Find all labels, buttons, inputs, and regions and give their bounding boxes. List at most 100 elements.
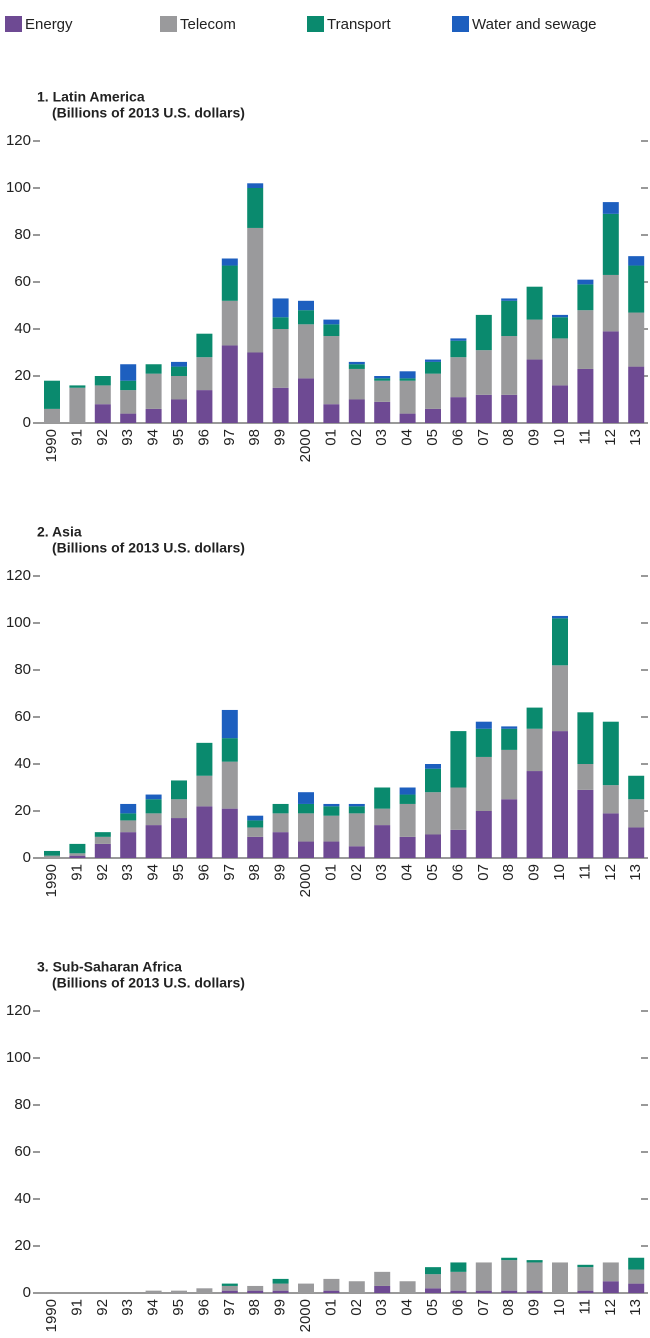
bar-segment: [577, 789, 594, 858]
x-tick-label: 08: [500, 864, 517, 881]
bar-segment: [399, 1281, 416, 1293]
x-tick-label: 96: [195, 864, 212, 881]
bar-segment: [450, 731, 467, 788]
bar-segment: [501, 1290, 518, 1293]
bar-segment: [552, 665, 568, 732]
bar-segment: [374, 787, 391, 809]
bar-segment: [501, 726, 518, 729]
bar-segment: [450, 340, 467, 358]
bar-segment: [628, 1283, 645, 1293]
legend-swatch: [452, 16, 469, 32]
bar-segment: [450, 787, 467, 830]
x-tick-label: 01: [322, 1299, 339, 1316]
y-tick-label: 100: [6, 1049, 31, 1066]
bar-segment: [272, 1283, 289, 1291]
x-tick-label: 11: [576, 429, 593, 445]
bar-segment: [475, 1262, 492, 1291]
y-tick-label: 80: [14, 661, 31, 678]
bar-segment: [577, 1267, 594, 1291]
bar-segment: [221, 738, 238, 762]
bar-segment: [94, 404, 111, 423]
bar-segment: [44, 855, 60, 858]
bar-segment: [171, 376, 187, 400]
bar-segment: [272, 317, 289, 329]
bar-segment: [552, 338, 568, 386]
x-tick-label: 92: [94, 429, 111, 446]
x-tick-label: 1990: [43, 429, 60, 462]
y-tick-label: 100: [6, 614, 31, 631]
x-tick-label: 07: [475, 864, 492, 881]
x-tick-label: 03: [373, 429, 390, 446]
bar-segment: [247, 820, 264, 828]
bar-segment: [298, 792, 314, 804]
bar-segment: [196, 390, 213, 423]
y-tick-label: 0: [23, 1284, 31, 1301]
bar-segment: [425, 792, 441, 835]
y-tick-label: 120: [6, 567, 31, 584]
y-tick-label: 80: [14, 1096, 31, 1113]
bar-segment: [374, 825, 391, 858]
bar-segment: [120, 413, 137, 423]
x-tick-label: 02: [348, 429, 365, 446]
bar-segment: [94, 832, 111, 837]
bar-segment: [501, 1260, 518, 1291]
bar-segment: [221, 1290, 238, 1293]
x-tick-label: 97: [221, 1299, 238, 1316]
bar-segment: [374, 1285, 391, 1293]
legend-swatch: [5, 16, 22, 32]
x-tick-label: 93: [119, 1299, 136, 1316]
x-tick-label: 12: [602, 864, 619, 881]
x-tick-label: 99: [272, 1299, 289, 1316]
bar-segment: [221, 1283, 238, 1286]
bar-segment: [501, 728, 518, 750]
bar-segment: [628, 312, 645, 367]
x-tick-label: 11: [576, 1299, 593, 1315]
x-tick-label: 04: [399, 429, 416, 446]
bar-segment: [577, 368, 594, 423]
bar-segment: [552, 385, 568, 423]
x-tick-label: 91: [68, 864, 85, 881]
y-tick-label: 60: [14, 708, 31, 725]
y-tick-label: 40: [14, 1190, 31, 1207]
bar-segment: [221, 258, 238, 266]
bar-segment: [348, 364, 365, 369]
x-tick-label: 07: [475, 429, 492, 446]
bar-segment: [602, 1281, 619, 1293]
x-tick-label: 01: [322, 864, 339, 881]
bar-segment: [501, 749, 518, 800]
y-tick-label: 20: [14, 1237, 31, 1254]
bar-segment: [628, 827, 645, 858]
bar-segment: [526, 286, 543, 320]
bar-segment: [171, 366, 187, 376]
bar-segment: [298, 378, 314, 423]
bar-segment: [272, 329, 289, 388]
x-tick-label: 99: [272, 429, 289, 446]
bar-segment: [552, 314, 568, 318]
y-tick-label: 60: [14, 1143, 31, 1160]
x-tick-label: 03: [373, 864, 390, 881]
x-tick-label: 13: [627, 1299, 644, 1316]
bar-segment: [323, 806, 340, 816]
bar-segment: [501, 799, 518, 858]
bar-segment: [399, 836, 416, 858]
bar-segment: [69, 387, 86, 423]
bar-segment: [272, 298, 289, 318]
bar-segment: [221, 709, 238, 739]
legend-label: Energy: [25, 16, 73, 33]
bar-segment: [348, 846, 365, 858]
bar-segment: [577, 310, 594, 369]
bar-segment: [221, 345, 238, 423]
bar-segment: [298, 803, 314, 814]
x-tick-label: 02: [348, 1299, 365, 1316]
x-tick-label: 91: [68, 1299, 85, 1316]
bar-segment: [348, 368, 365, 400]
y-tick-label: 0: [23, 414, 31, 431]
bar-segment: [628, 256, 645, 266]
bar-segment: [399, 378, 416, 381]
y-tick-label: 40: [14, 755, 31, 772]
bar-segment: [247, 352, 264, 423]
bar-segment: [450, 397, 467, 423]
bar-segment: [602, 813, 619, 858]
bar-segment: [526, 1260, 543, 1263]
